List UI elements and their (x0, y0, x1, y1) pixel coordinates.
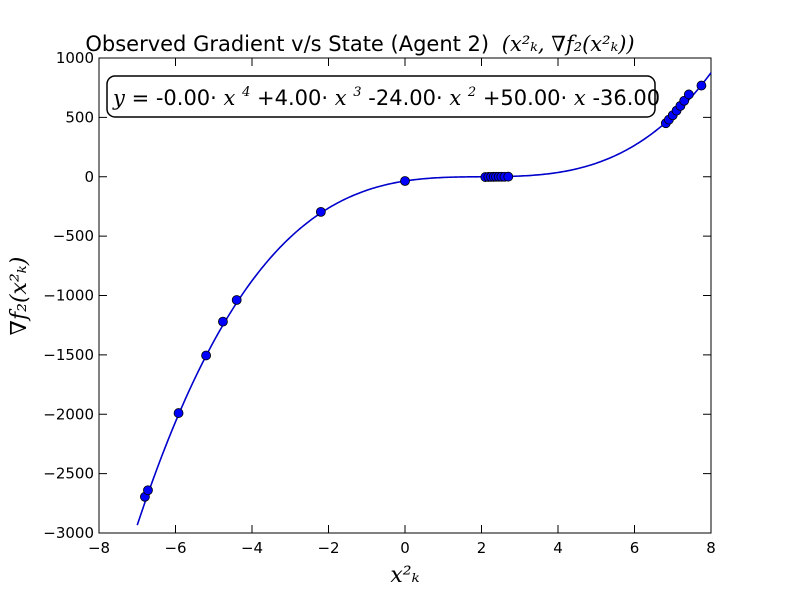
eq-op2: +4.00· (257, 86, 328, 110)
chart-title-text: Observed Gradient v/s State (Agent 2) (85, 32, 489, 56)
x-tick-label: 8 (706, 539, 716, 557)
fit-curve (136, 72, 712, 526)
data-point (315, 206, 326, 217)
data-point (400, 176, 410, 186)
y-tick-label: −2000 (43, 405, 94, 423)
equation-box (106, 75, 656, 118)
y-axis-label: ∇f₂(x²ₖ) (7, 257, 32, 336)
y-tick-label: −1500 (43, 346, 94, 364)
x-tick-label: −2 (317, 539, 339, 557)
y-tick-label: −500 (53, 227, 94, 245)
eq-t3: x (449, 86, 461, 110)
x-tick-label: 6 (630, 539, 640, 557)
x-tick-label: 4 (553, 539, 563, 557)
data-point (173, 408, 184, 418)
y-tick-label: −3000 (43, 524, 94, 542)
chart-title: Observed Gradient v/s State (Agent 2) (x… (85, 32, 634, 56)
data-point (201, 350, 212, 361)
x-axis-label: x²ₖ (390, 563, 419, 588)
x-tick-label: −8 (88, 539, 110, 557)
y-tick-label: −2500 (43, 465, 94, 483)
eq-t3-exp: 2 (467, 85, 476, 100)
eq-op3: -24.00· (368, 86, 442, 110)
eq-t1: x (224, 86, 236, 110)
eq-t1-exp: 4 (241, 85, 250, 100)
x-tick-label: −6 (164, 539, 186, 557)
data-point (218, 316, 228, 327)
axis-tick-labels: −8 −6 −4 −2 0 2 4 6 8 −3000 −2500 −2000 −1500 −1000 −5… (43, 49, 716, 557)
data-points (139, 80, 707, 502)
data-point (503, 171, 514, 182)
equation-text: y = -0.00· x 4 +4.00· x 3 -24.00· x 2 +5… (112, 77, 660, 110)
eq-t2-exp: 3 (353, 85, 361, 100)
chart-title-math: (x²ₖ, ∇f₂(x²ₖ)) (502, 32, 635, 56)
data-point (683, 89, 694, 100)
eq-t2: x (335, 86, 347, 110)
eq-op5: -36.00 (592, 86, 660, 110)
data-point (696, 80, 707, 91)
eq-lhs: y (112, 86, 126, 110)
y-tick-label: 500 (65, 108, 94, 126)
y-tick-label: −1000 (43, 287, 94, 305)
data-point (231, 295, 242, 305)
x-tick-label: 2 (477, 539, 487, 557)
x-tick-label: −4 (241, 539, 263, 557)
y-tick-label: 0 (84, 168, 94, 186)
x-tick-label: 0 (400, 539, 410, 557)
data-point (143, 485, 153, 496)
y-tick-label: 1000 (56, 49, 94, 67)
eq-op4: +50.00· (483, 86, 567, 110)
axis-ticks (98, 57, 712, 534)
eq-eq: = -0.00· (132, 86, 217, 110)
eq-t4: x (574, 86, 586, 110)
